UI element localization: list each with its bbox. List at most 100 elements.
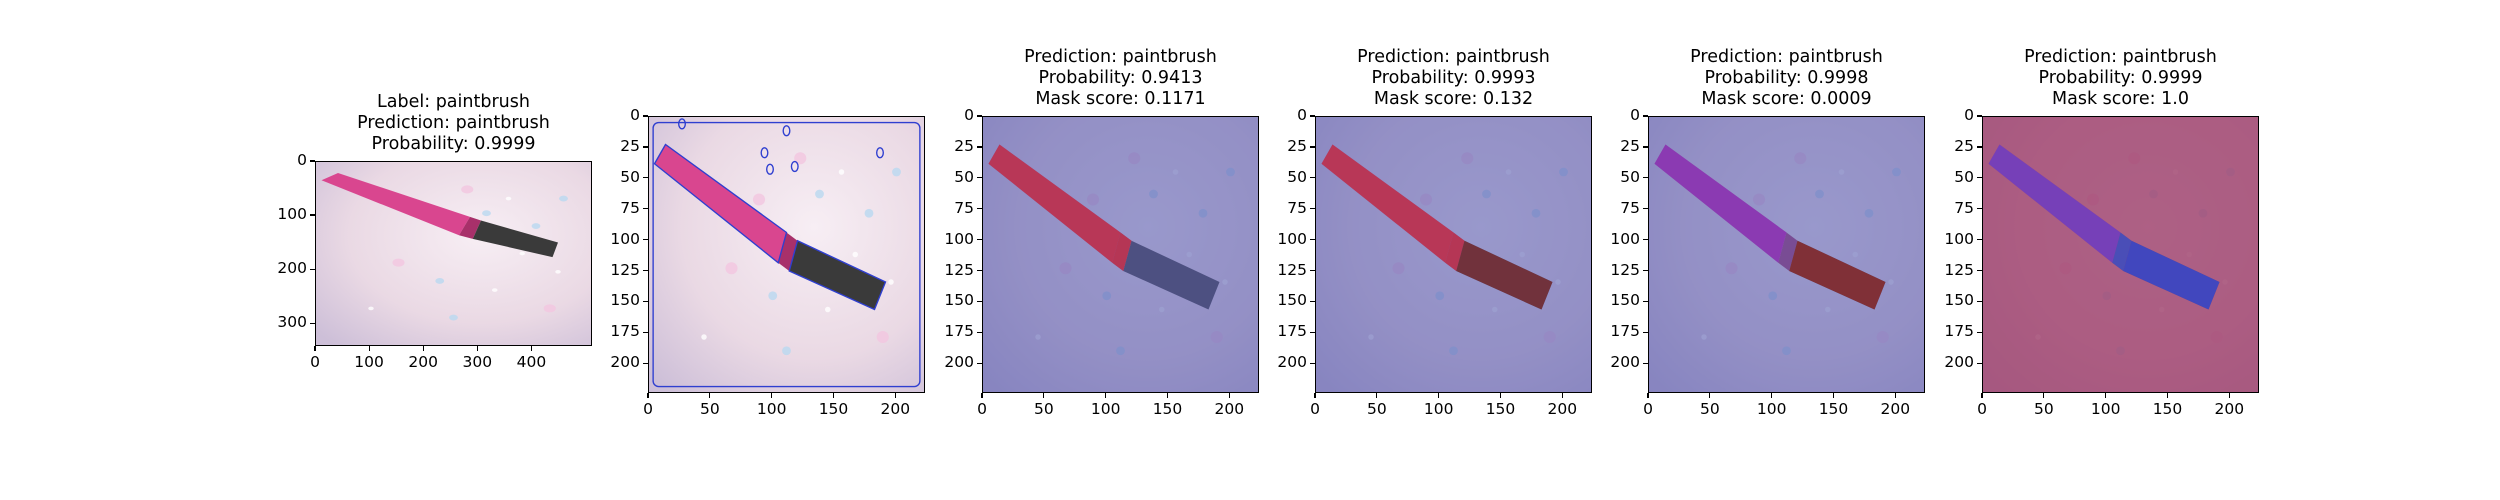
image-axes (648, 116, 925, 393)
x-tick (2166, 393, 2169, 398)
x-tick-label: 150 (818, 400, 849, 418)
y-tick (1977, 177, 1982, 179)
x-tick (1894, 393, 1896, 398)
x-tick (894, 393, 896, 398)
y-tick (1643, 362, 1648, 364)
title-line: Prediction: paintbrush (357, 113, 550, 133)
x-tick (2043, 393, 2045, 398)
y-tick (1310, 208, 1315, 210)
x-tick-label: 100 (1423, 400, 1454, 418)
y-tick-label: 75 (620, 198, 640, 217)
y-tick (1310, 331, 1315, 333)
y-tick (643, 331, 648, 333)
image-mask-4 (1983, 117, 2258, 392)
y-tick-label: 75 (1287, 198, 1307, 217)
y-tick-label: 125 (1944, 260, 1974, 279)
x-tick (832, 393, 835, 398)
y-tick-label: 175 (610, 322, 640, 341)
x-tick-label: 100 (1090, 400, 1121, 418)
x-tick (2105, 393, 2107, 398)
y-tick-label: 25 (1287, 136, 1307, 155)
y-tick-label: 200 (1610, 353, 1640, 372)
y-tick (643, 239, 648, 241)
y-tick-label: 175 (1277, 322, 1307, 341)
y-tick-label: 200 (277, 259, 307, 278)
x-tick (314, 346, 316, 351)
y-tick-label: 0 (1964, 106, 1974, 124)
y-tick (977, 362, 982, 364)
title-line: Prediction: paintbrush (1357, 47, 1550, 67)
x-tick (368, 346, 370, 351)
y-tick (1643, 269, 1648, 272)
y-tick-label: 150 (1944, 291, 1974, 310)
x-tick-label: 50 (2033, 400, 2054, 418)
y-tick (1310, 269, 1315, 272)
y-tick (1643, 115, 1648, 117)
x-tick (1438, 393, 1440, 398)
y-tick-label: 300 (277, 313, 307, 332)
x-tick-label: 300 (462, 353, 493, 371)
y-tick (977, 146, 982, 148)
y-tick (1643, 208, 1648, 210)
y-tick-label: 200 (1944, 353, 1974, 372)
title-line: Label: paintbrush (377, 92, 530, 112)
title-line: Mask score: 0.132 (1373, 89, 1534, 109)
y-tick-label: 50 (954, 167, 974, 186)
x-tick (1105, 393, 1107, 398)
y-tick (643, 115, 648, 117)
title-line: Prediction: paintbrush (1690, 47, 1883, 67)
y-tick-label: 25 (954, 136, 974, 155)
x-tick-label: 200 (1214, 400, 1245, 418)
y-tick (1977, 146, 1982, 148)
image-contours (649, 117, 924, 392)
image-axes (1982, 116, 2259, 393)
image-axes (315, 161, 592, 346)
x-tick-label: 200 (1547, 400, 1578, 418)
x-tick-label: 50 (1366, 400, 1387, 418)
y-tick-label: 25 (1620, 136, 1640, 155)
title-line: Probability: 0.9413 (1038, 68, 1203, 88)
image-axes (1648, 116, 1925, 393)
y-tick (1310, 300, 1315, 303)
image-axes (982, 116, 1259, 393)
title-line: Prediction: paintbrush (1024, 47, 1217, 67)
y-tick (977, 177, 982, 179)
y-tick-label: 50 (1287, 167, 1307, 186)
y-tick (643, 146, 648, 148)
x-tick-label: 0 (310, 353, 320, 371)
y-tick (643, 362, 648, 364)
x-tick (1832, 393, 1835, 398)
x-tick-label: 50 (1033, 400, 1054, 418)
panel-title: Prediction: paintbrush Probability: 0.999… (1587, 47, 1987, 110)
y-tick (1977, 362, 1982, 364)
image-original (316, 162, 591, 345)
x-tick (1043, 393, 1045, 398)
x-tick (1771, 393, 1773, 398)
title-line: Probability: 0.9993 (1371, 68, 1536, 88)
y-tick-label: 50 (1620, 167, 1640, 186)
x-tick (530, 346, 532, 351)
y-tick-label: 75 (1954, 198, 1974, 217)
y-tick-label: 0 (1630, 106, 1640, 124)
y-tick (1310, 146, 1315, 148)
x-tick-label: 100 (2090, 400, 2121, 418)
y-tick-label: 150 (1277, 291, 1307, 310)
x-tick-label: 50 (1699, 400, 1720, 418)
y-tick-label: 100 (610, 229, 640, 248)
x-tick (1314, 393, 1316, 398)
y-tick (1643, 146, 1648, 148)
x-tick (1376, 393, 1378, 398)
y-tick-label: 0 (964, 106, 974, 124)
x-tick (771, 393, 773, 398)
x-tick (422, 346, 424, 351)
y-tick (310, 160, 315, 162)
y-tick (1977, 208, 1982, 210)
title-line: Probability: 0.9999 (371, 134, 536, 154)
x-tick-label: 150 (1485, 400, 1516, 418)
y-tick (977, 208, 982, 210)
x-tick (1709, 393, 1711, 398)
panel-title: Prediction: paintbrush Probability: 0.941… (921, 47, 1321, 110)
y-tick-label: 125 (1610, 260, 1640, 279)
y-tick-label: 200 (1277, 353, 1307, 372)
x-tick-label: 150 (1152, 400, 1183, 418)
